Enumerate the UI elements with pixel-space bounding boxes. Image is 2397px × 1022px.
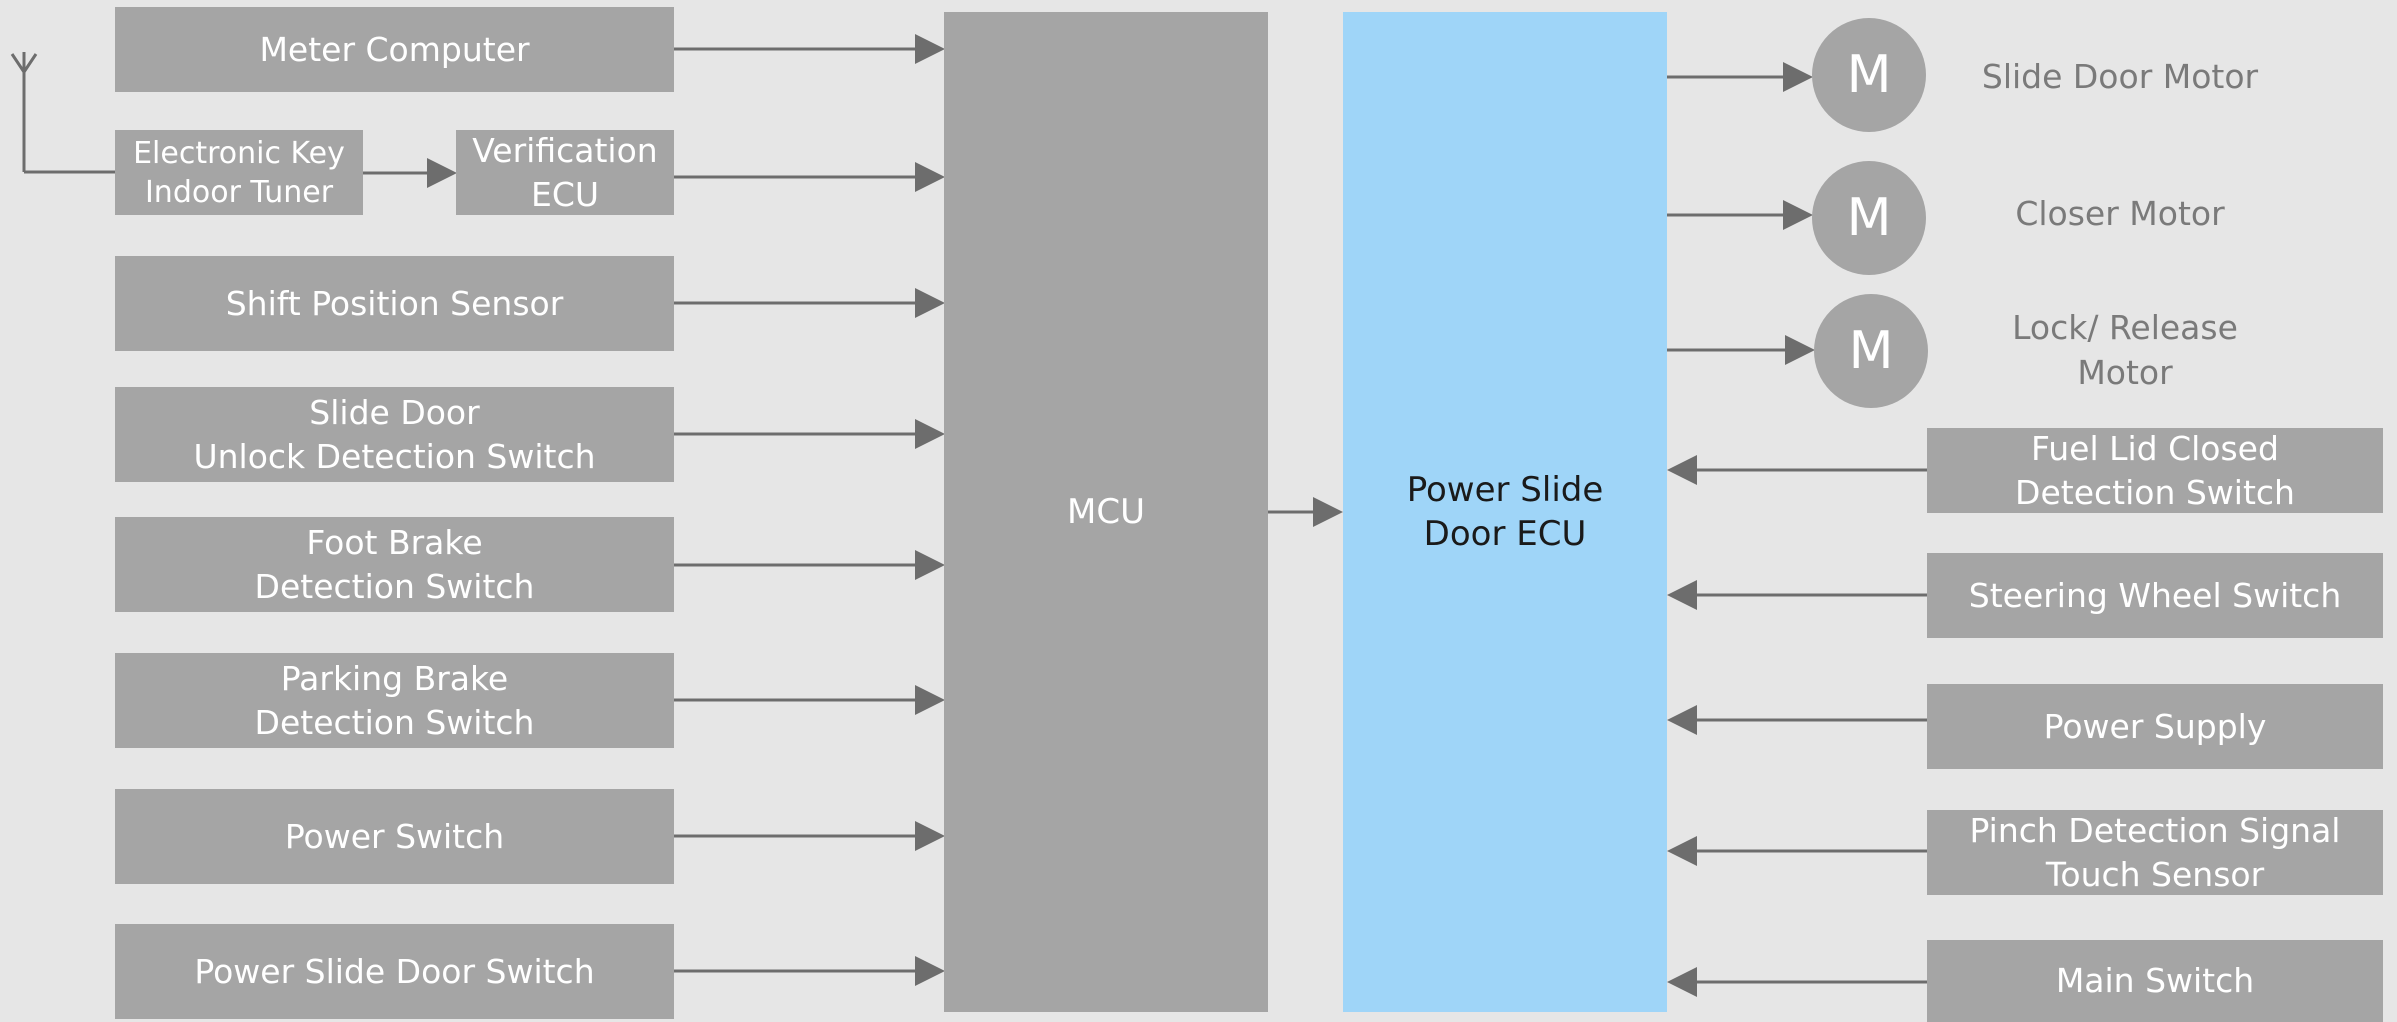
closer-motor-label: Closer Motor (2015, 194, 2225, 233)
foot-brake-label-line2: Detection Switch (254, 566, 535, 606)
shift-position-sensor-block: Shift Position Sensor (115, 256, 674, 351)
antenna-icon (10, 52, 115, 174)
ecu-label-line1: Power Slide (1406, 469, 1604, 510)
steering-wheel-switch-label: Steering Wheel Switch (1968, 575, 2342, 615)
verification-ecu-label-line1: Verification (472, 130, 658, 170)
electronic-key-label-line1: Electronic Key (133, 135, 345, 171)
pinch-detection-label-line1: Pinch Detection Signal (1969, 810, 2341, 850)
closer-motor-icon: M (1812, 161, 1926, 275)
power-slide-door-switch-label: Power Slide Door Switch (194, 951, 595, 991)
ecu-label-line2: Door ECU (1423, 514, 1587, 554)
mcu-block: MCU (944, 12, 1268, 1012)
foot-brake-detection-switch-block: Foot Brake Detection Switch (115, 517, 674, 612)
power-supply-block: Power Supply (1927, 684, 2383, 769)
foot-brake-label-line1: Foot Brake (306, 522, 483, 562)
slide-door-motor-icon: M (1812, 18, 1926, 132)
meter-computer-block: Meter Computer (115, 7, 674, 92)
parking-brake-detection-switch-block: Parking Brake Detection Switch (115, 653, 674, 748)
verification-ecu-block: Verification ECU (456, 130, 674, 215)
power-slide-door-switch-block: Power Slide Door Switch (115, 924, 674, 1019)
power-switch-block: Power Switch (115, 789, 674, 884)
power-supply-label: Power Supply (2043, 706, 2267, 746)
power-slide-door-ecu-block: Power Slide Door ECU (1343, 12, 1667, 1012)
pinch-detection-label-line2: Touch Sensor (2045, 854, 2265, 894)
power-switch-label: Power Switch (284, 816, 505, 856)
meter-computer-label: Meter Computer (259, 29, 530, 69)
lock-release-motor-label: Lock/ Release Motor (2012, 308, 2238, 392)
fuel-lid-label-line2: Detection Switch (2015, 472, 2295, 512)
parking-brake-label-line2: Detection Switch (254, 702, 535, 742)
parking-brake-label-line1: Parking Brake (280, 658, 509, 698)
slide-door-motor-label: Slide Door Motor (1981, 57, 2259, 96)
electronic-key-indoor-tuner-block: Electronic Key Indoor Tuner (115, 130, 363, 215)
pinch-detection-touch-sensor-block: Pinch Detection Signal Touch Sensor (1927, 810, 2383, 895)
main-switch-label: Main Switch (2055, 961, 2255, 1001)
slide-door-unlock-label-line2: Unlock Detection Switch (193, 436, 596, 476)
mcu-label: MCU (1067, 491, 1145, 532)
electronic-key-label-line2: Indoor Tuner (144, 174, 334, 210)
fuel-lid-label-line1: Fuel Lid Closed (2031, 428, 2279, 468)
slide-door-unlock-detection-switch-block: Slide Door Unlock Detection Switch (115, 387, 674, 482)
steering-wheel-switch-block: Steering Wheel Switch (1927, 553, 2383, 638)
fuel-lid-closed-detection-switch-block: Fuel Lid Closed Detection Switch (1927, 428, 2383, 513)
verification-ecu-label-line2: ECU (530, 174, 600, 214)
lock-release-motor-icon: M (1814, 294, 1928, 408)
slide-door-unlock-label-line1: Slide Door (309, 392, 480, 432)
shift-position-sensor-label: Shift Position Sensor (225, 283, 564, 323)
main-switch-block: Main Switch (1927, 940, 2383, 1022)
